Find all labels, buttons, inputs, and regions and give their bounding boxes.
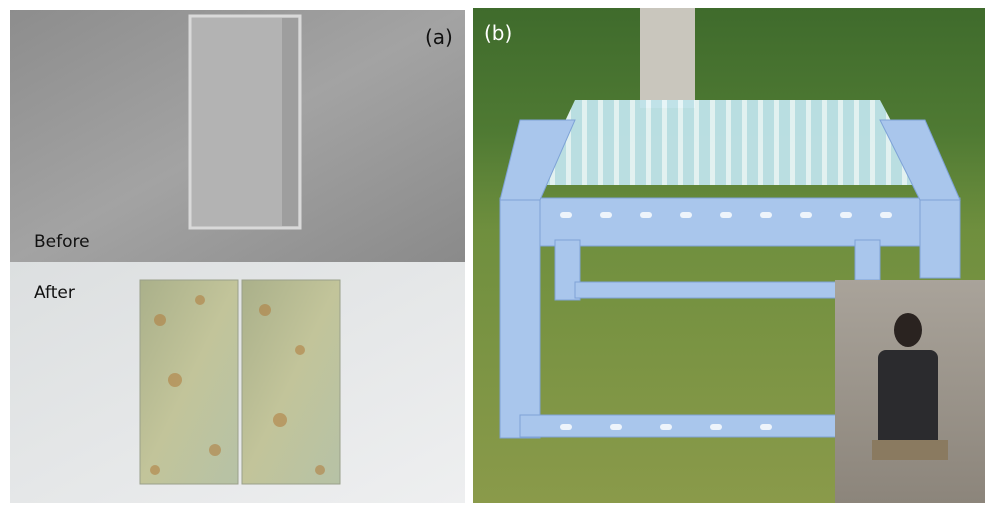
fouled-slide — [242, 280, 340, 484]
panel-b: (b) — [473, 8, 985, 503]
person-body — [878, 350, 938, 450]
fouled-slide — [140, 280, 238, 484]
person-head — [894, 313, 922, 347]
panel-a: (a) Before After — [10, 10, 465, 503]
panel-label: (b) — [484, 21, 512, 45]
panel-label: (a) — [425, 25, 453, 49]
tree-trunk — [640, 8, 695, 108]
slide-edge — [282, 18, 298, 226]
caption: Before — [34, 232, 90, 252]
sampler — [872, 440, 948, 460]
caption: After — [34, 283, 75, 303]
glass-slides — [535, 100, 925, 185]
figure: (a) Before After — [0, 0, 986, 505]
